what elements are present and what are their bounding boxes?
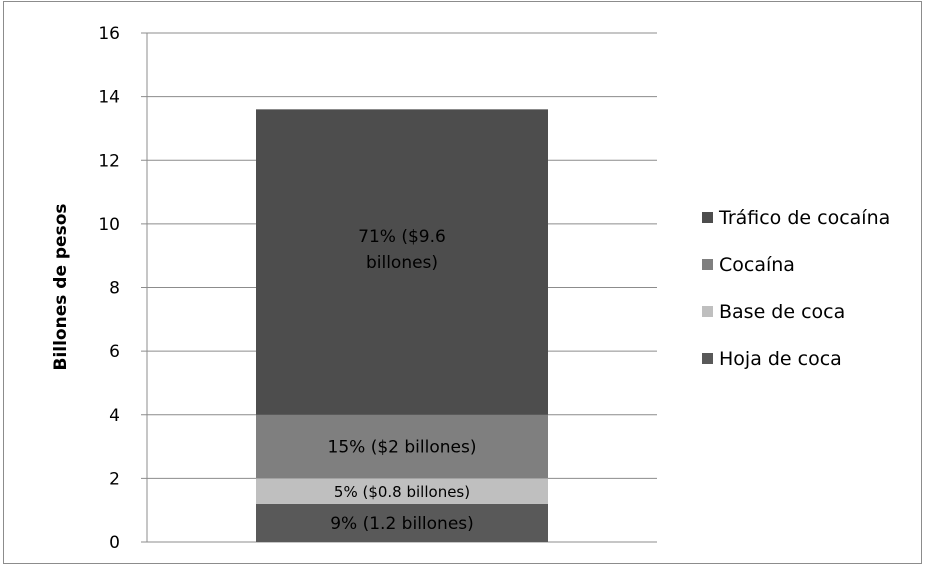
legend-label: Cocaína (719, 254, 795, 276)
legend-label: Tráfico de cocaína (718, 207, 890, 229)
bar-segment (256, 414, 548, 479)
y-tick-label: 4 (109, 406, 120, 426)
y-tick-label: 16 (98, 24, 120, 44)
data-labels: 9% (1.2 billones) 5% ($0.8 billones) 15% (… (328, 227, 477, 534)
y-tick-label: 14 (98, 88, 120, 108)
legend-label: Hoja de coca (719, 348, 842, 370)
y-axis: 0 2 4 6 8 10 12 14 16 (98, 24, 148, 553)
legend-label: Base de coca (719, 301, 845, 323)
y-axis-label: Billones de pesos (51, 203, 71, 370)
bar-segment (256, 478, 548, 504)
y-tick-label: 10 (98, 215, 120, 235)
data-label: 15% ($2 billones) (328, 438, 477, 458)
y-tick-label: 0 (109, 533, 120, 553)
y-tick-label: 8 (109, 279, 120, 299)
data-label: 9% (1.2 billones) (330, 514, 474, 534)
bar-segment (256, 109, 548, 415)
y-tick-label: 2 (109, 469, 120, 489)
legend-swatch (702, 306, 713, 317)
legend-swatch (702, 212, 713, 223)
legend-swatch (702, 353, 713, 364)
bar-segment (256, 503, 548, 542)
legend: Tráfico de cocaína Cocaína Base de coca Hoj… (702, 207, 890, 370)
y-tick-label: 12 (98, 151, 120, 171)
legend-swatch (702, 259, 713, 270)
data-label: 71% ($9.6 billones) (358, 227, 446, 273)
bars (256, 109, 548, 542)
data-label: 5% ($0.8 billones) (334, 483, 470, 501)
y-tick-label: 6 (109, 342, 120, 362)
